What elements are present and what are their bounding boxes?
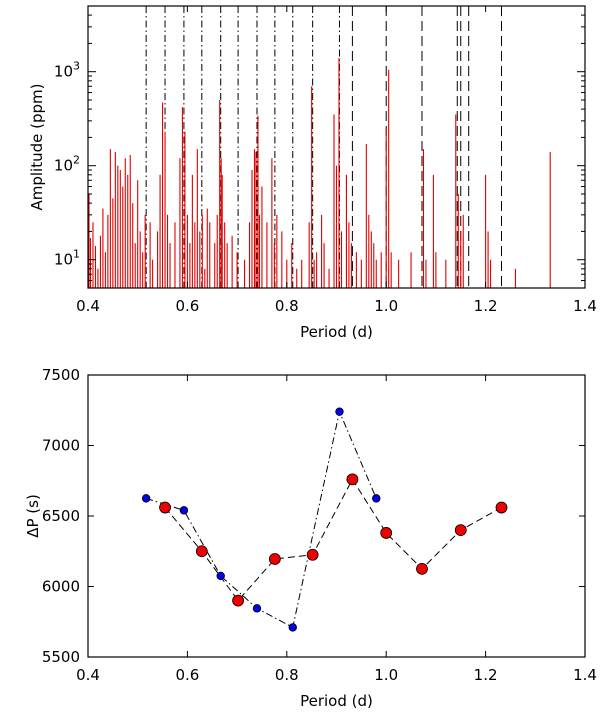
red-series-point (495, 501, 508, 514)
period-spacing-y-axis-label: ΔP (s) (24, 494, 42, 538)
red-series-point (380, 527, 393, 539)
x-tick-label: 0.4 (76, 666, 100, 684)
period-spacing-x-axis-label: Period (d) (300, 692, 373, 710)
y-tick-label: 6000 (42, 578, 80, 596)
x-tick-label: 0.6 (175, 666, 199, 684)
periodogram-x-ticks: 0.4 0.6 0.8 1.0 1.2 1.4 (76, 6, 597, 315)
x-tick-label: 1.2 (474, 666, 498, 684)
x-tick-label: 0.4 (76, 297, 100, 315)
red-series-point (416, 562, 428, 575)
periodogram-y-ticks: 101 102 103 (54, 5, 585, 289)
red-series-point (454, 524, 467, 536)
y-tick-label: 102 (54, 154, 80, 175)
red-series-point (346, 473, 359, 486)
x-tick-label: 0.8 (275, 297, 299, 315)
blue-series-point (372, 494, 381, 503)
x-tick-label: 1.0 (374, 297, 398, 315)
blue-series-point (216, 571, 225, 581)
blue-series-line (145, 410, 377, 629)
x-tick-label: 1.4 (573, 297, 597, 315)
red-series-point (195, 545, 208, 558)
x-tick-label: 0.6 (175, 297, 199, 315)
periodogram-x-axis-label: Period (d) (300, 323, 373, 341)
y-tick-label: 7000 (42, 437, 80, 455)
red-series-point (159, 501, 171, 514)
blue-series-point (252, 604, 262, 613)
y-tick-label: 6500 (42, 507, 80, 525)
period-spacing-plot-area (141, 407, 508, 632)
y-tick-label: 101 (54, 248, 80, 269)
x-tick-label: 1.0 (374, 666, 398, 684)
periodogram-frame (87, 5, 586, 289)
y-tick-label: 7500 (42, 366, 80, 384)
blue-series-point (179, 506, 189, 515)
period-spacing-x-ticks: 0.4 0.6 0.8 1.0 1.2 1.4 (76, 375, 597, 684)
period-spacing-frame (87, 374, 586, 658)
periodogram-y-axis-label: Amplitude (ppm) (28, 84, 46, 211)
red-series-point (306, 548, 319, 561)
y-tick-label: 103 (54, 60, 80, 81)
red-series-point (268, 553, 281, 565)
x-tick-label: 1.2 (474, 297, 498, 315)
periodogram-plot-area (88, 6, 551, 288)
blue-series-point (335, 407, 344, 416)
period-spacing-panel: 0.4 0.6 0.8 1.0 1.2 1.4 55006000650070007500 … (24, 366, 597, 710)
blue-series-point (141, 494, 151, 503)
period-spacing-y-ticks: 5500 6000 6500 7000 7500 (42, 366, 585, 666)
red-series-line (164, 478, 502, 602)
x-tick-label: 1.4 (573, 666, 597, 684)
blue-series-point (288, 623, 297, 632)
red-series-point (232, 594, 244, 607)
y-tick-label: 5500 (42, 648, 80, 666)
x-tick-label: 0.8 (275, 666, 299, 684)
